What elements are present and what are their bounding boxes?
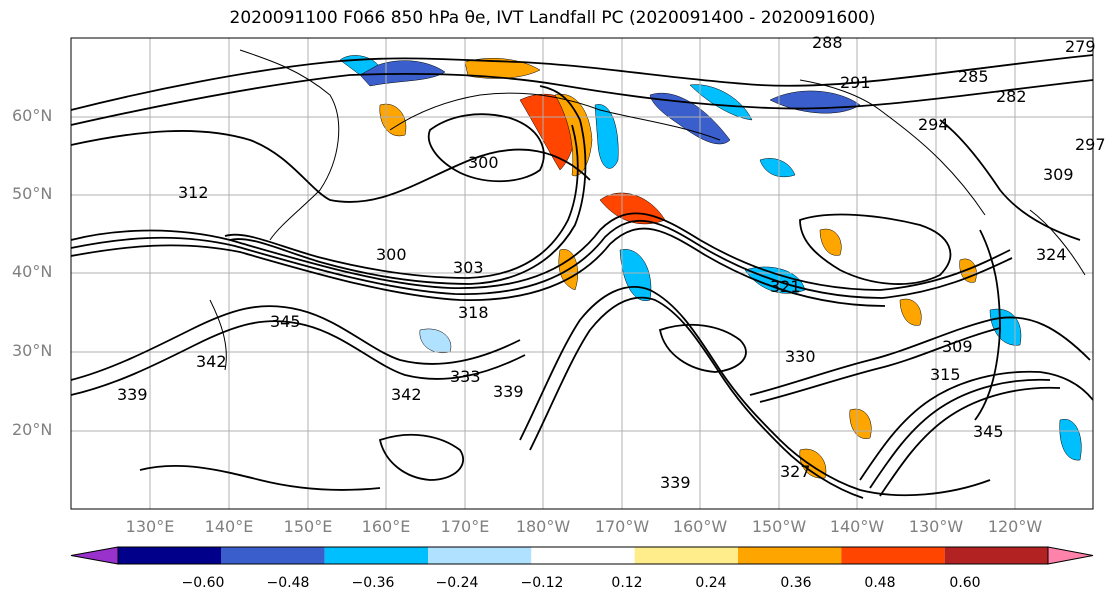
colorbar-bin bbox=[531, 547, 635, 564]
lon-label: 170°E bbox=[440, 517, 490, 536]
colorbar-tick-label: 0.60 bbox=[949, 575, 981, 591]
lon-label: 160°W bbox=[672, 517, 728, 536]
contour-label: 294 bbox=[918, 115, 949, 134]
colorbar-extend-max bbox=[1047, 546, 1094, 565]
colorbar-outline bbox=[117, 546, 1049, 565]
lat-label: 50°N bbox=[12, 184, 53, 203]
contour-label: 282 bbox=[996, 87, 1027, 106]
lon-label: 120°W bbox=[987, 517, 1043, 536]
colorbar-bin bbox=[428, 547, 532, 564]
contour-lines bbox=[70, 54, 1094, 499]
lon-label: 160°E bbox=[361, 517, 411, 536]
contour-label: 279 bbox=[1065, 37, 1096, 56]
colorbar bbox=[70, 546, 1094, 565]
contour-label: 342 bbox=[391, 385, 422, 404]
lon-label: 170°W bbox=[594, 517, 650, 536]
colorbar-tick-label: −0.36 bbox=[351, 575, 395, 591]
contour-label: 339 bbox=[660, 473, 691, 492]
lon-label: 150°W bbox=[751, 517, 807, 536]
colorbar-tick-label: 0.48 bbox=[864, 575, 896, 591]
contour-value-labels: 300 303 312 300 315 318 321 342 339 333 … bbox=[117, 33, 1105, 492]
contour-label: 339 bbox=[493, 382, 524, 401]
colorbar-tick-label: 0.12 bbox=[611, 575, 643, 591]
lon-label: 130°E bbox=[125, 517, 175, 536]
lat-label: 20°N bbox=[12, 420, 53, 439]
colorbar-bin bbox=[634, 547, 738, 564]
contour-label: 339 bbox=[117, 385, 148, 404]
contour-label: 315 bbox=[930, 365, 961, 384]
contour-label: 330 bbox=[785, 347, 816, 366]
lon-label: 140°W bbox=[829, 517, 885, 536]
lon-label: 180°W bbox=[515, 517, 571, 536]
contour-label: 297 bbox=[1075, 135, 1105, 154]
lat-label: 30°N bbox=[12, 341, 53, 360]
colorbar-bin bbox=[324, 547, 428, 564]
colorbar-extend-min bbox=[70, 546, 119, 565]
colorbar-bin bbox=[118, 547, 222, 564]
colorbar-tick-label: −0.48 bbox=[266, 575, 310, 591]
gridlines bbox=[71, 38, 1093, 509]
lon-label: 150°E bbox=[283, 517, 333, 536]
chart-title: 2020091100 F066 850 hPa θe, IVT Landfall… bbox=[229, 8, 876, 28]
contour-label: 342 bbox=[196, 352, 227, 371]
contour-label: 309 bbox=[942, 337, 973, 356]
contour-label: 300 bbox=[376, 245, 407, 264]
lat-label: 60°N bbox=[12, 106, 53, 125]
contour-label: 333 bbox=[450, 367, 481, 386]
contour-label: 327 bbox=[780, 462, 811, 481]
contour-label: 345 bbox=[270, 312, 301, 331]
contour-label: 312 bbox=[178, 183, 209, 202]
colorbar-bin bbox=[738, 547, 842, 564]
contour-label: 291 bbox=[840, 73, 871, 92]
contour-label: 300 bbox=[468, 153, 499, 172]
lon-label: 130°W bbox=[908, 517, 964, 536]
contour-label: 345 bbox=[973, 422, 1004, 441]
contour-label: 324 bbox=[1036, 245, 1067, 264]
contour-label: 285 bbox=[958, 67, 989, 86]
colorbar-bin bbox=[221, 547, 325, 564]
contour-label: 321 bbox=[770, 277, 801, 296]
colorbar-tick-label: 0.24 bbox=[695, 575, 727, 591]
colorbar-tick-label: −0.24 bbox=[435, 575, 479, 591]
colorbar-bin bbox=[841, 547, 945, 564]
contour-label: 318 bbox=[458, 303, 489, 322]
contour-label: 309 bbox=[1043, 165, 1074, 184]
colorbar-bin bbox=[944, 547, 1048, 564]
lon-label: 140°E bbox=[204, 517, 254, 536]
lat-label: 40°N bbox=[12, 262, 53, 281]
colorbar-tick-label: −0.12 bbox=[520, 575, 564, 591]
shaded-anomaly-layer bbox=[339, 55, 1082, 479]
contour-label: 303 bbox=[453, 258, 484, 277]
colorbar-tick-label: −0.60 bbox=[181, 575, 225, 591]
contour-label: 288 bbox=[812, 33, 843, 52]
coastlines bbox=[209, 49, 1086, 371]
colorbar-tick-label: 0.36 bbox=[780, 575, 812, 591]
